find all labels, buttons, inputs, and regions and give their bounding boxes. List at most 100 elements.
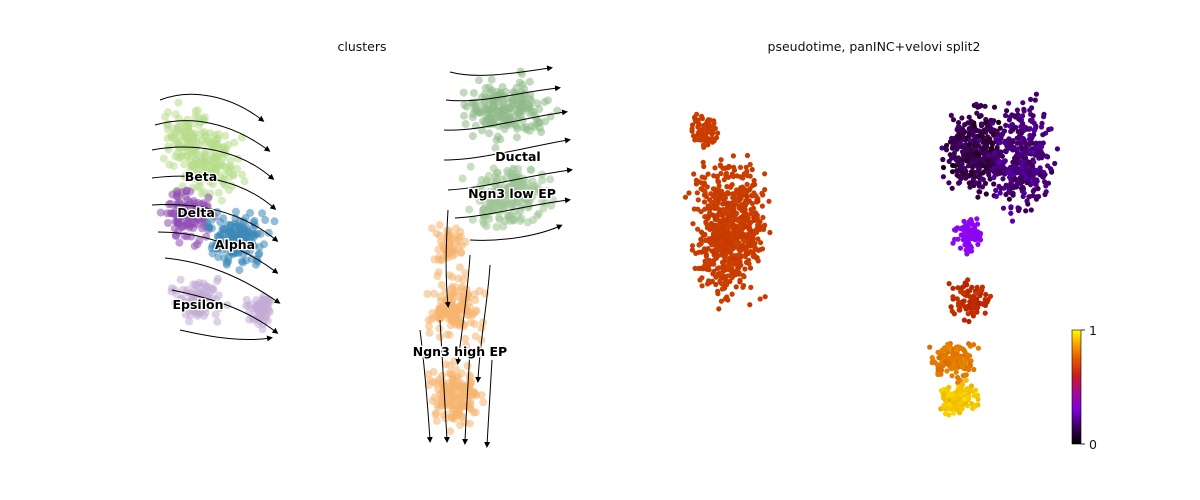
pseudotime-point [956, 401, 962, 407]
pseudotime-point [954, 168, 960, 174]
pseudotime-point [749, 166, 755, 173]
cluster-point [519, 174, 527, 183]
pseudotime-point [1030, 113, 1036, 119]
cluster-point [516, 67, 525, 76]
pseudotime-point [1022, 150, 1029, 156]
cluster-point [540, 98, 549, 106]
pseudotime-point [716, 183, 722, 189]
cluster-point [495, 200, 504, 209]
cluster-point [437, 304, 446, 313]
pseudotime-point [970, 299, 976, 305]
cluster-point [505, 216, 514, 225]
pseudotime-point [725, 297, 731, 303]
cluster-point [187, 161, 195, 170]
pseudotime-point [1015, 146, 1021, 152]
cluster-point [438, 241, 447, 250]
pseudotime-point [1001, 185, 1007, 191]
cluster-point [448, 370, 457, 379]
pseudotime-point [727, 267, 733, 273]
pseudotime-point [1031, 169, 1037, 175]
velocity-streamline [443, 109, 568, 131]
cluster-label: Ductal [495, 149, 540, 164]
pseudotime-point [968, 160, 974, 166]
pseudotime-point [954, 296, 960, 302]
pseudotime-point [939, 348, 945, 354]
pseudotime-point [959, 126, 966, 132]
cluster-point [462, 341, 471, 350]
pseudotime-point [966, 341, 972, 347]
pseudotime-point [955, 136, 961, 142]
cluster-point [448, 272, 457, 281]
pseudotime-point [697, 241, 703, 247]
cluster-point [433, 272, 442, 281]
pseudotime-point [929, 360, 935, 366]
pseudotime-point [960, 298, 966, 304]
pseudotime-point [755, 258, 761, 264]
cluster-point [496, 88, 505, 97]
pseudotime-point [963, 377, 969, 383]
cluster-point [193, 240, 202, 249]
cluster-point [541, 198, 550, 207]
velocity-streamline [484, 359, 493, 448]
pseudotime-point [739, 243, 745, 250]
cluster-point [238, 170, 247, 179]
pseudotime-point [974, 235, 980, 241]
cluster-point [171, 203, 180, 212]
pseudotime-point [1018, 124, 1024, 130]
pseudotime-point [1000, 205, 1007, 211]
cluster-point [182, 186, 191, 195]
pseudotime-point [767, 229, 773, 236]
pseudotime-point [1027, 140, 1033, 147]
pseudotime-point [741, 238, 747, 244]
pseudotime-point [1007, 114, 1013, 120]
cluster-point [474, 76, 483, 85]
pseudotime-point [953, 392, 959, 398]
pseudotime-point [962, 122, 968, 128]
pseudotime-point [695, 226, 701, 232]
cluster-point [467, 318, 475, 327]
cluster-point [452, 224, 461, 233]
pseudotime-point [953, 157, 959, 163]
cluster-point [465, 377, 474, 386]
pseudotime-point [752, 240, 758, 246]
pseudotime-point [966, 396, 972, 402]
pseudotime-point [720, 201, 727, 207]
pseudotime-point [738, 195, 744, 202]
pseudotime-point [711, 268, 717, 275]
cluster-point [200, 149, 209, 158]
pseudotime-point [976, 164, 982, 170]
cluster-point [525, 77, 534, 86]
pseudotime-point [959, 364, 966, 370]
pseudotime-point [969, 309, 976, 315]
pseudotime-point [986, 152, 992, 158]
cluster-point [435, 333, 444, 342]
pseudotime-point [986, 172, 992, 178]
cluster-point [461, 269, 470, 278]
pseudotime-point [737, 164, 744, 170]
cluster-point [245, 315, 254, 324]
cluster-point [193, 139, 202, 148]
cluster-point [211, 151, 220, 160]
velocity-streamline [159, 93, 265, 122]
cluster-point [171, 152, 180, 161]
pseudotime-point [1018, 174, 1024, 180]
pseudotime-point [716, 197, 722, 203]
cluster-point [457, 248, 466, 257]
pseudotime-point [718, 170, 724, 177]
pseudotime-point [948, 304, 954, 310]
cluster-point [489, 199, 497, 208]
cluster-point [232, 221, 241, 230]
cluster-point [533, 211, 542, 220]
cluster-points-ductal [459, 67, 562, 152]
cluster-point [430, 393, 439, 402]
pseudotime-title: pseudotime, panINC+velovi split2 [768, 39, 981, 54]
pseudotime-point [994, 144, 1000, 151]
pseudotime-point [997, 190, 1003, 196]
pseudotime-point [726, 164, 732, 170]
cluster-point [448, 376, 457, 385]
pseudotime-point [689, 243, 696, 249]
velocity-streamline [444, 209, 451, 308]
pseudotime-point [721, 249, 727, 255]
pseudotime-point [762, 222, 768, 228]
pseudotime-point [721, 231, 728, 237]
